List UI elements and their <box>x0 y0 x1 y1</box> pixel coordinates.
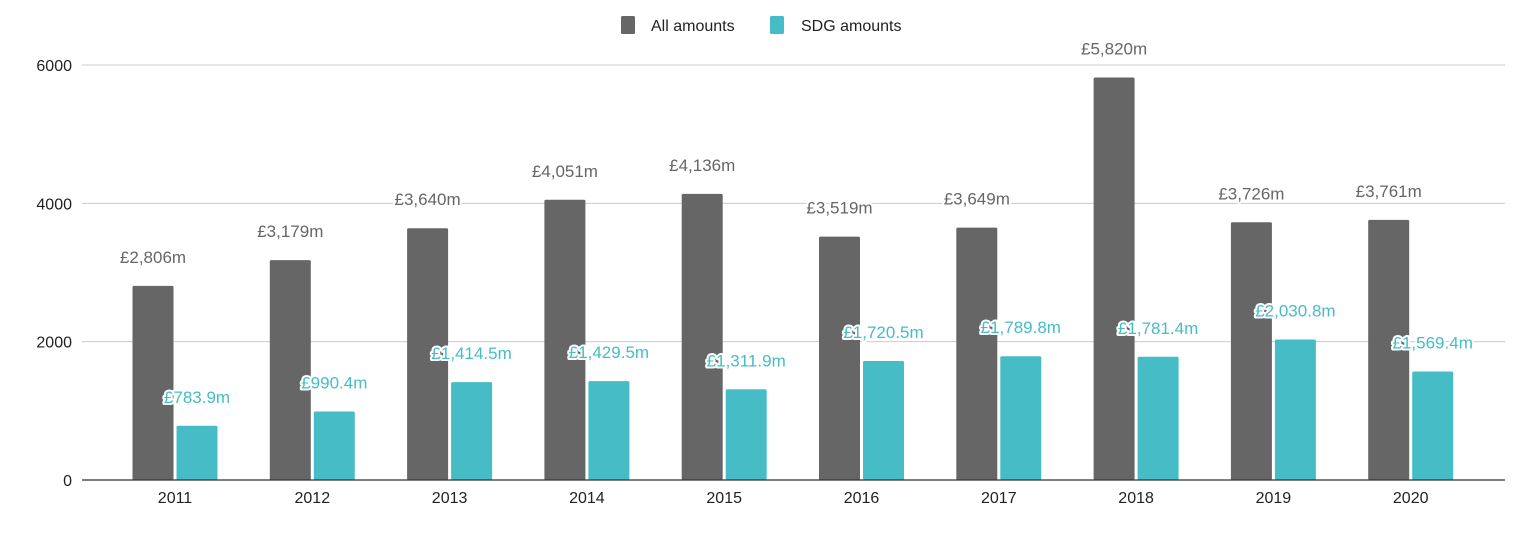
bar-all-amounts <box>132 285 174 480</box>
bar-all-amounts <box>681 193 723 480</box>
y-tick-label: 6000 <box>36 58 72 75</box>
legend-swatch-all-amounts <box>621 16 635 34</box>
bars <box>132 77 1454 480</box>
x-tick-label: 2013 <box>432 490 468 507</box>
data-label-sdg-amounts: £1,781.4m <box>1118 319 1198 338</box>
data-label-all-amounts: £4,051m <box>532 162 598 181</box>
data-label-sdg-amounts: £1,789.8m <box>981 318 1061 337</box>
legend-label-all-amounts: All amounts <box>651 18 735 35</box>
data-label-sdg-amounts: £1,720.5m <box>843 323 923 342</box>
data-label-all-amounts: £4,136m <box>669 156 735 175</box>
bar-sdg-amounts <box>588 381 630 480</box>
bar-all-amounts <box>819 236 860 480</box>
bar-sdg-amounts <box>176 425 218 480</box>
data-label-sdg-amounts: £990.4m <box>301 373 367 392</box>
data-labels: £2,806m £783.9m £3,179m £990.4m £3,640m £1,41… <box>118 37 1475 408</box>
legend-label-sdg-amounts: SDG amounts <box>801 18 901 35</box>
x-tick-label: 2012 <box>295 490 331 507</box>
data-label-sdg-amounts: £1,569.4m <box>1393 333 1473 352</box>
x-tick-label: 2015 <box>706 490 742 507</box>
bar-all-amounts <box>1230 222 1272 480</box>
data-label-all-amounts: £3,726m <box>1218 184 1284 203</box>
bar-sdg-amounts <box>1000 356 1042 480</box>
legend-swatch-sdg-amounts <box>770 16 784 34</box>
bar-all-amounts <box>407 228 449 480</box>
bar-sdg-amounts <box>451 382 493 480</box>
data-label-all-amounts: £3,179m <box>257 222 323 241</box>
bar-sdg-amounts <box>313 411 355 480</box>
x-tick-label: 2011 <box>158 490 193 507</box>
y-tick-label: 0 <box>63 473 72 490</box>
x-axis-ticks: 2011 2012 2013 2014 2015 2016 2017 2018 2019 2020 <box>158 490 1429 507</box>
bar-sdg-amounts <box>725 389 767 480</box>
data-label-all-amounts: £3,649m <box>944 190 1010 209</box>
x-tick-label: 2017 <box>981 490 1017 507</box>
bar-sdg-amounts <box>1274 339 1316 480</box>
data-label-all-amounts: £3,761m <box>1356 182 1422 201</box>
bar-all-amounts <box>544 199 586 480</box>
y-tick-label: 2000 <box>36 335 72 352</box>
data-label-sdg-amounts: £1,414.5m <box>431 344 511 363</box>
data-label-sdg-amounts: £783.9m <box>164 388 230 407</box>
data-label-sdg-amounts: £1,311.9m <box>707 351 786 370</box>
bar-sdg-amounts <box>863 360 904 480</box>
bar-all-amounts <box>1368 219 1410 480</box>
data-label-all-amounts: £2,806m <box>120 248 186 267</box>
x-tick-label: 2019 <box>1256 490 1292 507</box>
bar-all-amounts <box>1093 77 1135 480</box>
data-label-all-amounts: £3,640m <box>395 190 461 209</box>
bar-all-amounts <box>956 227 998 480</box>
data-label-sdg-amounts: £2,030.8m <box>1255 302 1335 321</box>
y-tick-label: 4000 <box>36 196 72 213</box>
x-tick-label: 2014 <box>569 490 605 507</box>
bar-all-amounts <box>269 260 311 480</box>
data-label-all-amounts: £5,820m <box>1081 39 1147 58</box>
data-label-all-amounts: £3,519m <box>806 199 872 218</box>
data-label-sdg-amounts: £1,429.5m <box>569 343 649 362</box>
legend: All amounts SDG amounts <box>621 16 901 35</box>
x-tick-label: 2016 <box>844 490 880 507</box>
x-tick-label: 2020 <box>1393 490 1429 507</box>
y-axis-ticks: 0 2000 4000 6000 <box>36 58 72 490</box>
bar-sdg-amounts <box>1137 356 1179 480</box>
x-tick-label: 2018 <box>1118 490 1154 507</box>
bar-sdg-amounts <box>1412 371 1454 480</box>
